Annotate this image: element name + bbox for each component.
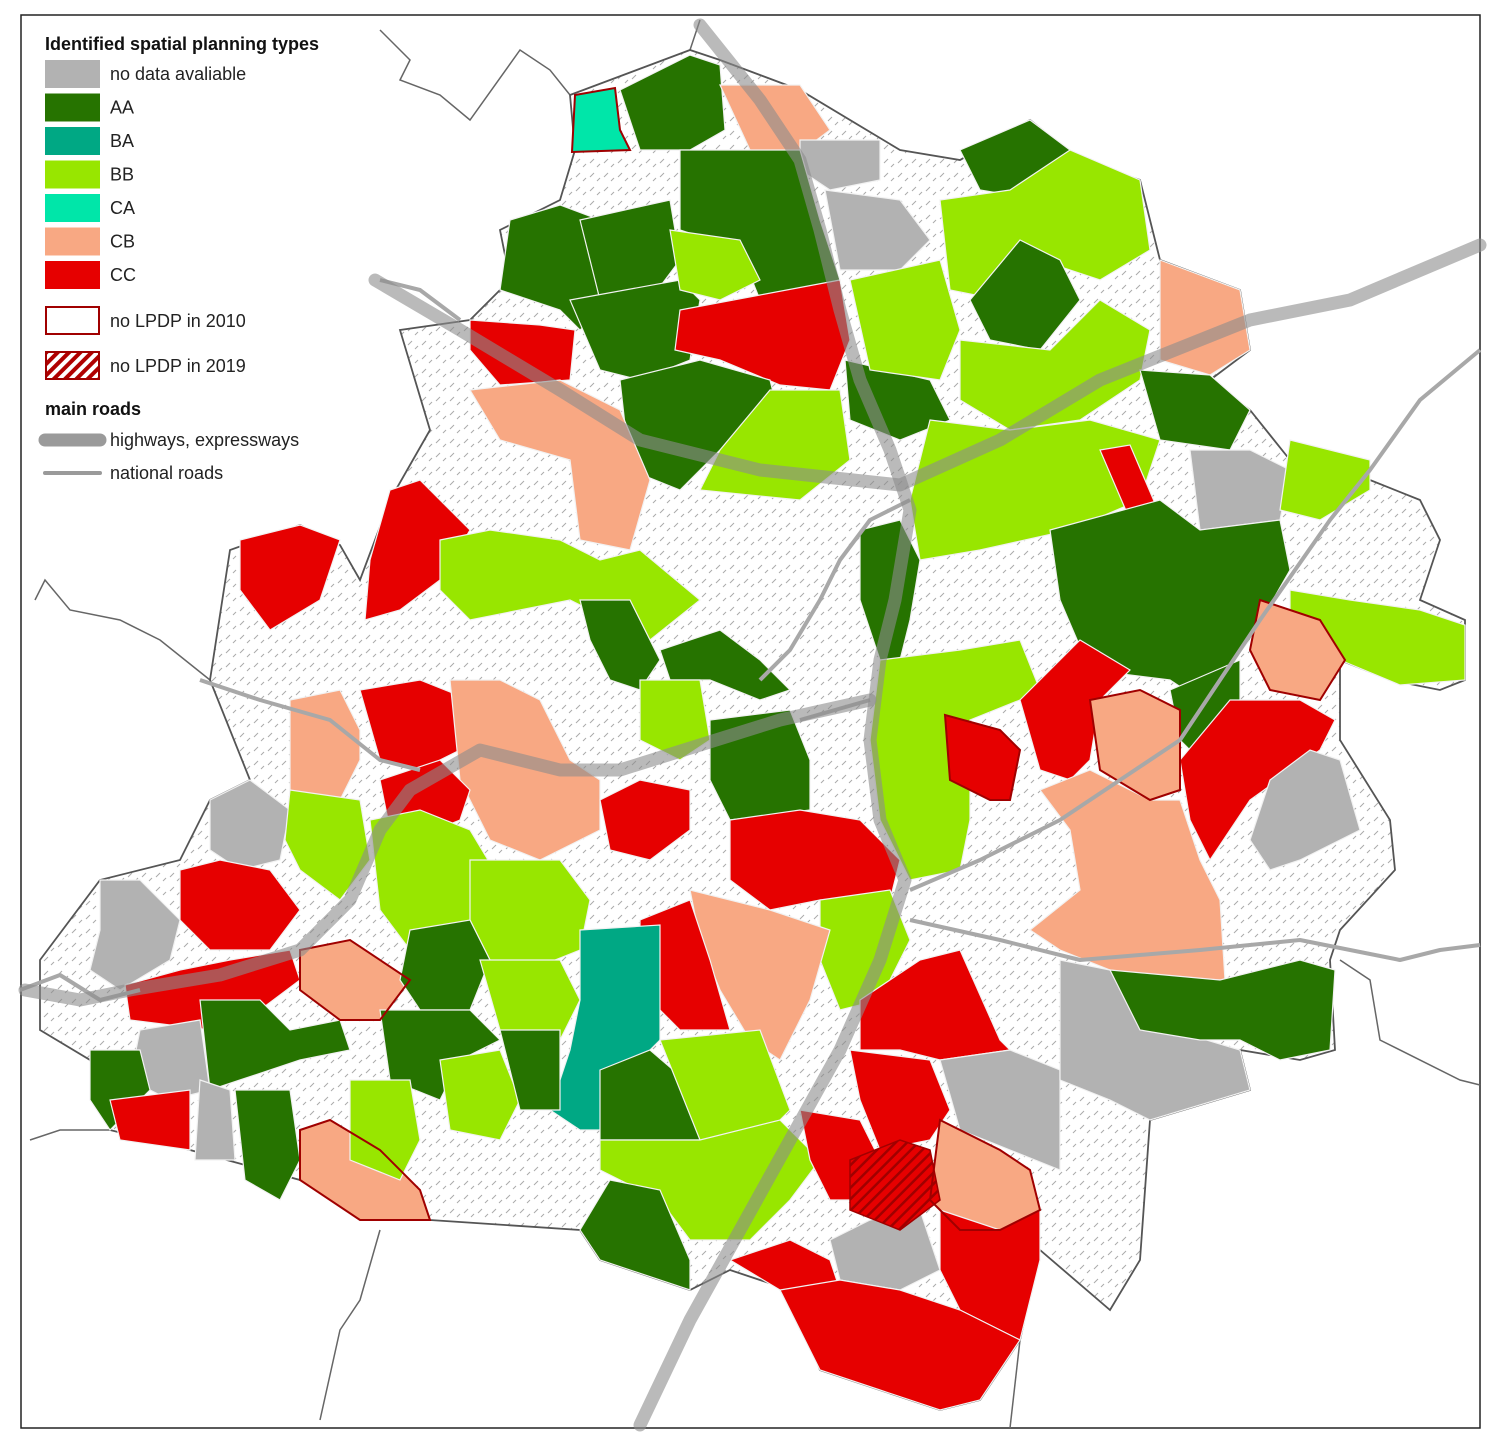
region xyxy=(89,879,181,991)
region xyxy=(179,859,301,951)
region xyxy=(469,859,591,971)
legend-label: national roads xyxy=(110,463,223,483)
region xyxy=(849,1049,951,1151)
legend-swatch xyxy=(45,351,100,380)
legend-label: CC xyxy=(110,265,136,285)
legend-swatch xyxy=(45,227,100,256)
roads-title: main roads xyxy=(45,399,141,419)
region xyxy=(669,229,761,301)
no-lpdp-2010-borders xyxy=(299,86,1347,1231)
legend-swatch xyxy=(45,60,100,88)
legend-label: CA xyxy=(110,198,135,218)
region xyxy=(349,1079,421,1181)
region xyxy=(959,299,1151,431)
legend-swatch xyxy=(45,160,100,189)
regions xyxy=(89,54,1466,1411)
highways xyxy=(18,18,1487,1432)
legend-label: CB xyxy=(110,231,135,251)
region xyxy=(439,1049,521,1141)
legend: Identified spatial planning types main r… xyxy=(38,34,319,483)
region xyxy=(109,1089,191,1151)
legend-swatch xyxy=(45,93,100,122)
region xyxy=(1249,749,1361,871)
region xyxy=(1179,699,1336,862)
region xyxy=(619,54,726,151)
region xyxy=(969,239,1081,351)
legend-label: no data avaliable xyxy=(110,64,246,84)
legend-swatch xyxy=(45,261,100,289)
legend-label: BA xyxy=(110,131,134,151)
region xyxy=(479,959,581,1041)
region xyxy=(549,924,661,1131)
legend-label: BB xyxy=(110,164,134,184)
region xyxy=(364,479,471,621)
region xyxy=(499,1029,561,1111)
region xyxy=(209,779,291,871)
region xyxy=(449,679,601,861)
legend-label: no LPDP in 2010 xyxy=(110,311,246,331)
region xyxy=(194,1079,236,1161)
region xyxy=(579,1179,691,1291)
legend-label: highways, expressways xyxy=(110,430,299,450)
legend-swatch xyxy=(45,194,100,222)
region xyxy=(849,259,961,381)
region xyxy=(779,1279,1021,1411)
region xyxy=(579,199,681,301)
legend-label: AA xyxy=(110,97,134,117)
region xyxy=(824,189,931,271)
legend-swatch xyxy=(45,306,100,335)
region xyxy=(599,779,691,861)
region xyxy=(1189,449,1291,531)
region xyxy=(234,1089,301,1201)
legend-swatch xyxy=(45,127,100,155)
region xyxy=(239,524,341,631)
region xyxy=(1108,959,1336,1061)
region xyxy=(469,319,576,386)
region-no-lpdp-2019 xyxy=(849,1139,941,1231)
legend-title: Identified spatial planning types xyxy=(45,34,319,54)
region xyxy=(1139,369,1251,451)
legend-label: no LPDP in 2019 xyxy=(110,356,246,376)
region xyxy=(284,789,371,901)
